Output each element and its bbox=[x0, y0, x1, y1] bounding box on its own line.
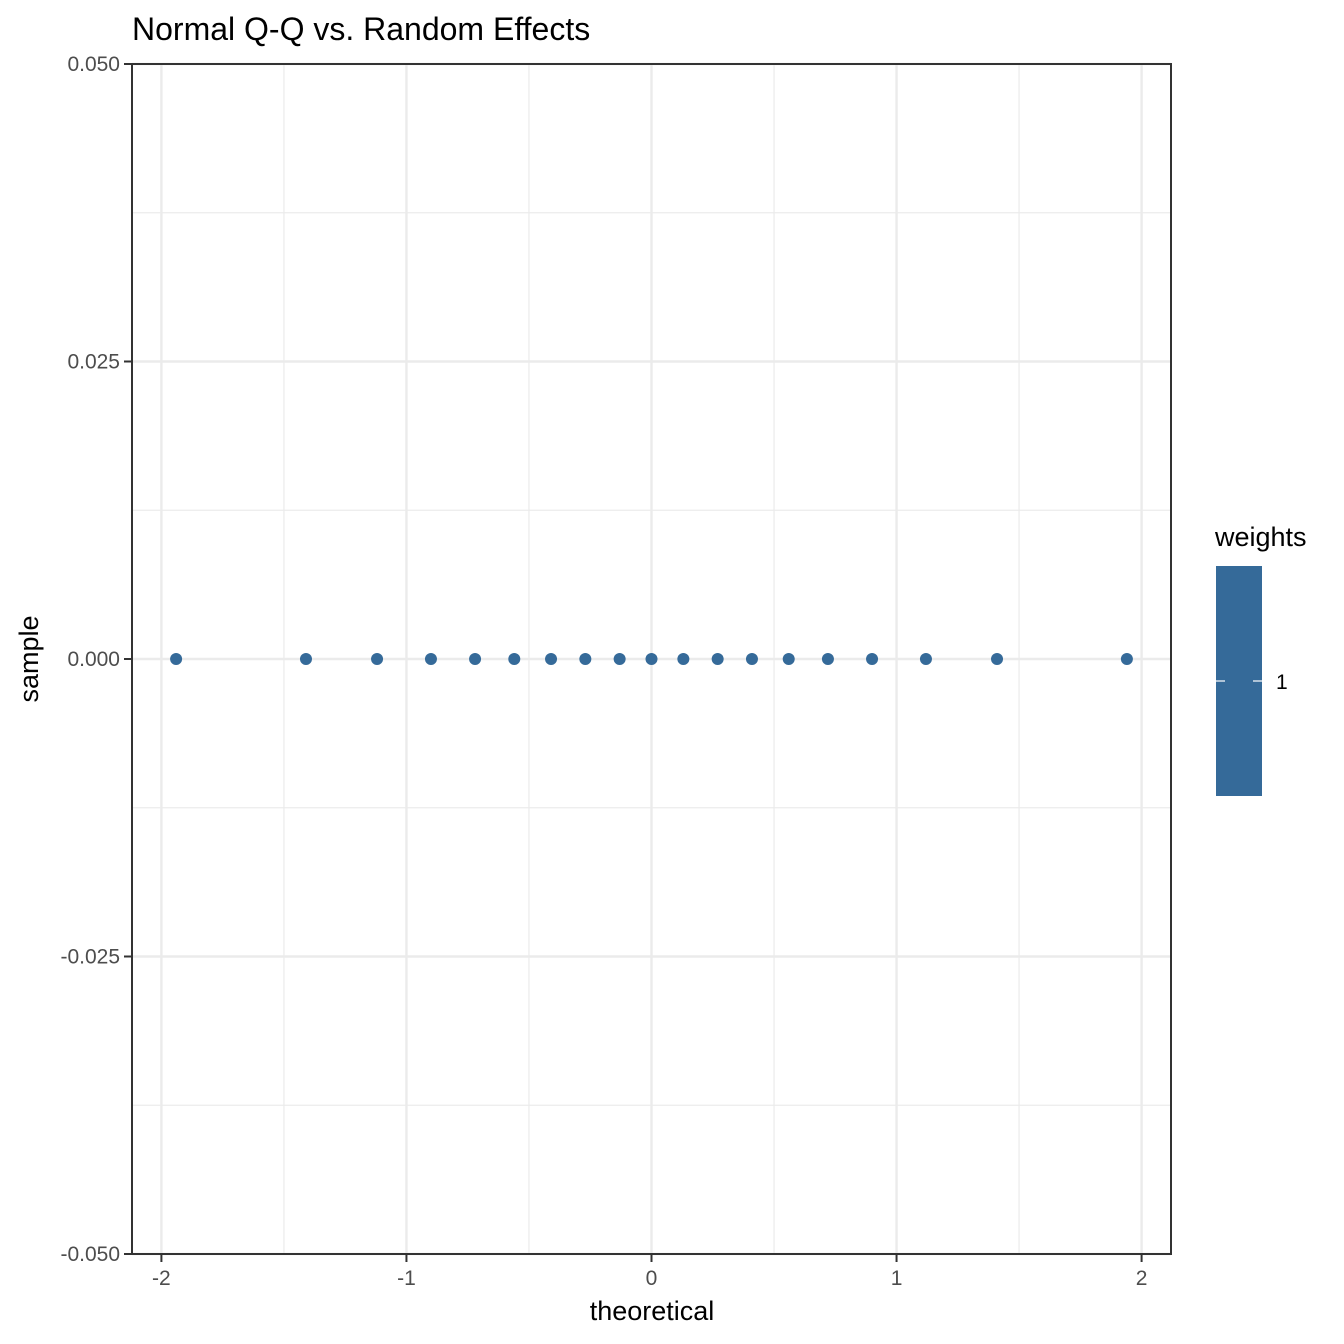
data-point bbox=[371, 653, 384, 665]
legend: weights 1 bbox=[1214, 522, 1307, 796]
y-tick-label: 0.000 bbox=[67, 648, 120, 671]
points bbox=[170, 653, 1133, 665]
y-tick-label: -0.050 bbox=[60, 1243, 120, 1266]
y-tick-label: -0.025 bbox=[60, 946, 120, 969]
data-point bbox=[866, 653, 879, 665]
data-point bbox=[677, 653, 690, 665]
axes: -2 -1 0 1 2 -0.050 -0.025 0.000 0.025 0.050 bbox=[60, 53, 1147, 1290]
data-point bbox=[299, 653, 312, 665]
data-point bbox=[1120, 653, 1133, 665]
data-point bbox=[579, 653, 592, 665]
data-point bbox=[782, 653, 795, 665]
data-point bbox=[545, 653, 558, 665]
data-point bbox=[170, 653, 183, 665]
x-axis-title: theoretical bbox=[590, 1296, 715, 1326]
data-point bbox=[711, 653, 724, 665]
data-point bbox=[645, 653, 658, 665]
x-tick-label: 0 bbox=[646, 1267, 658, 1290]
legend-title: weights bbox=[1214, 522, 1307, 552]
x-tick-label: -2 bbox=[152, 1267, 171, 1290]
data-point bbox=[508, 653, 521, 665]
legend-label: 1 bbox=[1276, 671, 1288, 694]
data-point bbox=[745, 653, 758, 665]
data-point bbox=[613, 653, 626, 665]
y-axis-title: sample bbox=[14, 615, 44, 702]
x-tick-label: 2 bbox=[1136, 1267, 1148, 1290]
data-point bbox=[919, 653, 932, 665]
data-point bbox=[821, 653, 834, 665]
data-point bbox=[424, 653, 437, 665]
y-tick-label: 0.025 bbox=[67, 351, 120, 374]
x-tick-label: -1 bbox=[397, 1267, 416, 1290]
chart-title: Normal Q-Q vs. Random Effects bbox=[132, 11, 590, 47]
data-point bbox=[991, 653, 1004, 665]
x-tick-label: 1 bbox=[891, 1267, 903, 1290]
data-point bbox=[469, 653, 482, 665]
y-tick-label: 0.050 bbox=[67, 53, 120, 76]
